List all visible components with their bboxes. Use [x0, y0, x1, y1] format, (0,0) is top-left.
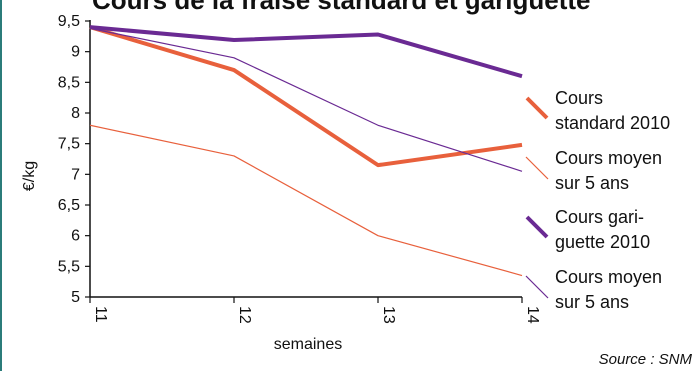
y-tick-label: 7	[71, 166, 80, 183]
y-axis-label: €/kg	[21, 161, 38, 191]
axes	[89, 20, 522, 298]
legend-swatch	[525, 96, 549, 120]
series-line-3	[89, 25, 523, 79]
legend-label: sur 5 ans	[555, 173, 629, 193]
source-note: Source : SNM	[599, 351, 693, 368]
legend-item-3: Cours gari-guette 2010	[525, 207, 650, 252]
x-axis-label: semaines	[274, 336, 342, 353]
series-lines	[89, 25, 523, 277]
chart-title: Cours de la fraise standard et gariguett…	[92, 0, 590, 15]
series-line-2	[89, 124, 523, 277]
legend-label: Cours	[555, 88, 603, 108]
legend-swatch	[525, 156, 549, 180]
y-tick-label: 8	[71, 105, 80, 122]
y-tick-label: 9,5	[58, 13, 80, 30]
y-axis-ticks: 5 5,5 6 6,5 7 7,5 8 8,5 9 9,5	[58, 13, 90, 306]
y-tick-label: 8,5	[58, 74, 80, 91]
legend-label: Cours moyen	[555, 148, 662, 168]
legend-label: standard 2010	[555, 113, 670, 133]
legend-label: Cours moyen	[555, 267, 662, 287]
y-tick-label: 9	[71, 44, 80, 61]
x-tick-label: 12	[236, 306, 253, 324]
legend-swatch	[525, 215, 549, 239]
y-tick-label: 6	[71, 228, 80, 245]
legend-item-2: Cours moyen sur 5 ans	[525, 148, 662, 193]
series-line-1	[89, 25, 523, 168]
x-axis-ticks: 11 12 13 14	[89, 297, 541, 324]
y-tick-label: 5	[71, 289, 80, 306]
y-tick-label: 5,5	[58, 258, 80, 275]
y-tick-label: 6,5	[58, 197, 80, 214]
legend-label: Cours gari-	[555, 207, 644, 227]
x-tick-label: 11	[92, 306, 109, 323]
legend-item-1: Cours standard 2010	[525, 88, 670, 133]
legend-item-4: Cours moyen sur 5 ans	[525, 267, 662, 312]
legend-label: sur 5 ans	[555, 292, 629, 312]
legend-label: guette 2010	[555, 232, 650, 252]
x-tick-label: 14	[524, 306, 541, 324]
series-line-4	[89, 27, 523, 172]
x-tick-label: 13	[380, 306, 397, 324]
legend-swatch	[525, 275, 549, 299]
y-tick-label: 7,5	[58, 136, 80, 153]
